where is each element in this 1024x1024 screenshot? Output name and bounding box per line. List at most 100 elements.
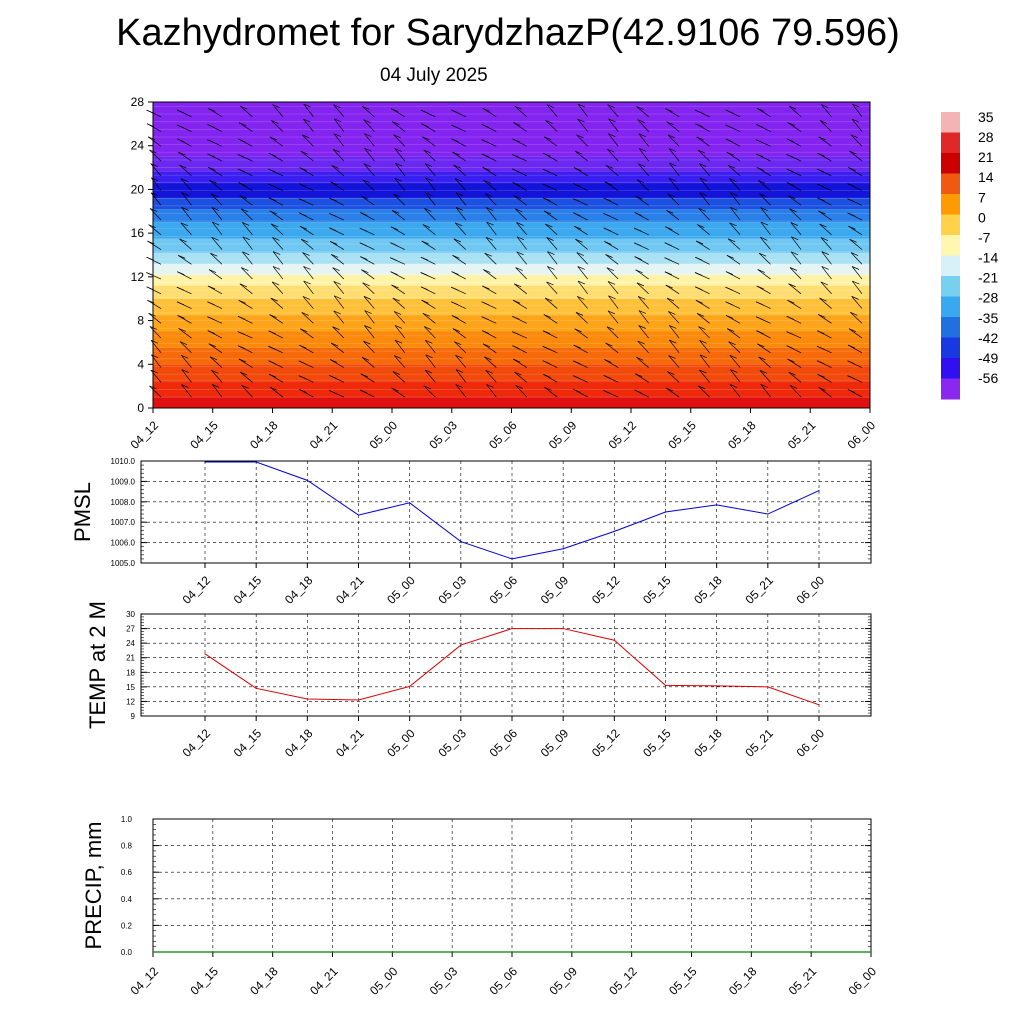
y-tick-label: 30 [126,610,135,619]
wind-barb [270,297,284,309]
y-tick-label: 15 [126,683,135,692]
y-tick-label: 1010.0 [111,457,136,466]
wind-barb [760,207,771,221]
wind-barb [788,371,802,383]
data-point [409,502,411,504]
y-tick-label: 4 [137,357,144,371]
wind-barb-flag [849,238,857,243]
wind-barb-flag [425,192,433,197]
wind-barb [757,269,771,280]
wind-barb-flag [424,208,432,212]
wind-barb [543,314,558,324]
wind-barb [482,343,497,354]
wind-barb-flag [760,221,769,226]
wind-barb [577,296,588,309]
wind-barb-flag [302,134,310,139]
wind-barb-flag [361,356,370,361]
wind-barb-flag [146,109,154,114]
wind-barb [575,312,588,324]
x-tick-label: 04_21 [333,573,367,607]
wind-barb-flag [299,344,307,349]
wind-barb-flag [759,370,768,374]
wind-barb [148,224,162,236]
wind-barb [726,151,741,162]
wind-barb-flag [210,193,219,197]
wind-barb [638,325,649,339]
wind-barb [849,150,863,162]
wind-barb [180,178,192,191]
wind-barb-flag [668,355,676,359]
wind-barb-flag [178,255,186,259]
wind-barb-flag [636,356,644,361]
wind-barb [181,384,192,398]
wind-barb-flag [362,179,370,184]
wind-barb-flag [760,207,768,211]
wind-barb-flag [512,182,520,186]
wind-barb [394,339,406,354]
cross-section-panel: 0 4 8 12 16 20 24 28 04_12 04_15 04_18 04_21 05_00 05… [128,95,879,452]
wind-barb-flag [638,310,647,314]
wind-barb [300,238,314,250]
wind-barb-flag [240,208,249,213]
wind-barb-flag [425,354,433,359]
wind-barb-flag [695,240,704,245]
data-point [613,530,615,532]
wind-barb-flag [390,257,398,262]
wind-barb [208,108,223,118]
colorbar-label: -56 [978,370,998,386]
wind-barb-flag [299,389,307,393]
wind-barb [300,328,314,339]
wind-barb-flag [455,222,463,227]
x-tick-label: 05_00 [367,964,401,998]
wind-barb-flag [544,387,552,391]
wind-barb-flag [847,375,855,380]
wind-barb [698,208,710,221]
wind-barb [821,266,832,280]
wind-barb [668,311,680,324]
wind-barb [332,326,345,339]
colorbar-swatch [941,235,960,256]
wind-barb-flag [573,212,581,217]
wind-barb-flag [817,197,825,202]
wind-barb [576,134,588,147]
x-tick-label: 05_06 [487,573,521,607]
wind-barb [607,104,619,117]
wind-barb [787,358,802,368]
wind-barb-flag [393,311,402,315]
wind-barb-flag [268,197,276,202]
wind-barb-flag [818,387,826,391]
wind-barb-flag [542,197,551,202]
wind-barb [150,163,162,176]
wind-barb-flag [576,252,584,256]
wind-barb-flag [577,103,586,108]
wind-barb-flag [482,343,491,348]
wind-barb-flag [394,339,403,344]
colorbar-swatch [941,378,960,400]
wind-barb-flag [181,354,189,359]
wind-barb-flag [238,299,246,304]
wind-barb [361,357,375,368]
wind-barb-flag [851,118,860,123]
wind-barb [790,251,802,265]
wind-barb-flag [786,345,794,350]
wind-barb-flag [238,138,246,143]
wind-barb [695,299,710,309]
wind-barb-flag [420,256,429,261]
wind-barb [393,134,406,147]
wind-barb [789,208,802,221]
wind-barb-flag [239,283,248,288]
wind-barb [606,267,619,280]
data-point [409,685,411,687]
wind-barb-flag [303,118,311,123]
x-tick-label: 05_12 [606,418,640,452]
heatmap-band [153,315,870,332]
wind-barb [454,178,467,191]
wind-barb-flag [485,236,494,241]
wind-barb [608,133,619,147]
wind-barb-flag [300,328,308,333]
wind-barb-flag [608,118,616,123]
wind-barb [730,207,741,221]
heatmap-band [153,238,870,253]
wind-barb-flag [271,281,280,286]
wind-barb-flag [786,168,794,173]
